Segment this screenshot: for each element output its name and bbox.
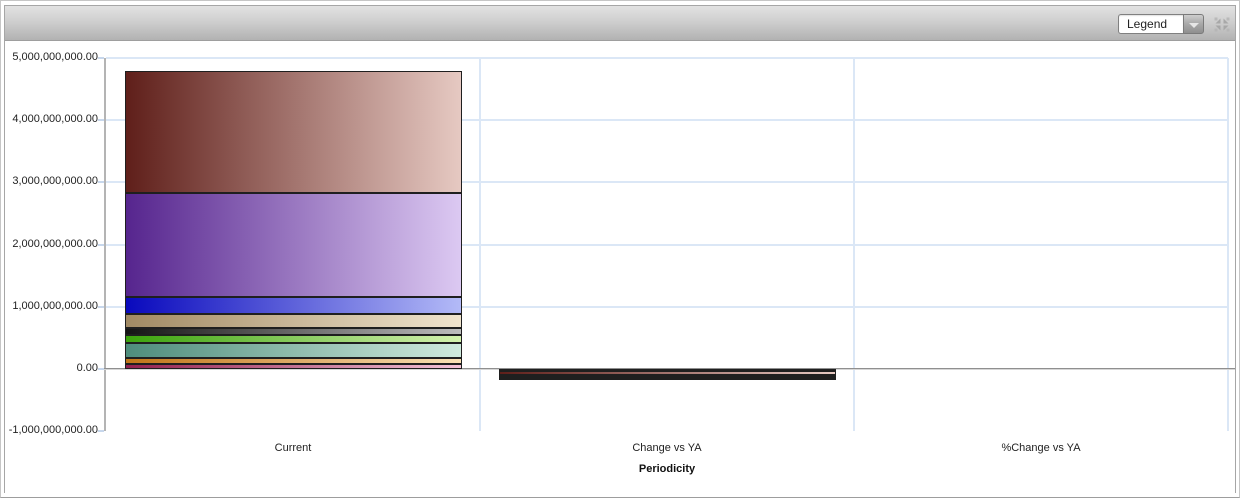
bar-segment-series-tan[interactable] <box>124 313 462 328</box>
y-tick-mark <box>98 181 104 184</box>
bar-segment-series-teal[interactable] <box>124 343 462 358</box>
bar-segment-series-black[interactable] <box>124 327 462 335</box>
legend-dropdown-arrow-button[interactable] <box>1183 14 1204 34</box>
y-tick-mark <box>98 305 104 308</box>
chevron-down-icon <box>1189 23 1199 28</box>
bar-segment-series-maroon[interactable] <box>124 71 462 193</box>
y-tick-mark <box>98 119 104 122</box>
bar-segment-series-orange[interactable] <box>124 357 462 364</box>
h-gridline <box>106 119 1228 122</box>
x-category-label: Change vs YA <box>632 442 702 454</box>
y-tick-label: 4,000,000,000.00 <box>12 113 98 126</box>
bar-segment-series-blue[interactable] <box>124 296 462 314</box>
chart-panel: Legend Periodicity 5,000,000,000.00 4, <box>4 5 1236 493</box>
bar-segment-series-magenta[interactable] <box>498 377 836 380</box>
bar-segment-series-magenta[interactable] <box>124 363 462 369</box>
x-category-label: Current <box>274 442 312 454</box>
y-tick-label: 1,000,000,000.00 <box>12 299 98 312</box>
h-gridline <box>106 243 1228 246</box>
v-gridline <box>479 58 481 431</box>
y-tick-label: -1,000,000,000.00 <box>8 424 98 436</box>
bar-segment-series-green[interactable] <box>124 334 462 344</box>
legend-dropdown[interactable]: Legend <box>1118 14 1204 34</box>
y-tick-mark <box>98 57 104 59</box>
y-tick-label: 3,000,000,000.00 <box>12 175 98 188</box>
v-gridline <box>1227 58 1229 431</box>
x-category-label: %Change vs YA <box>1001 442 1081 454</box>
y-axis-line <box>104 58 106 431</box>
bar-segment-series-maroon[interactable] <box>498 371 836 376</box>
y-tick-label: 2,000,000,000.00 <box>12 237 98 250</box>
y-tick-mark <box>98 430 104 432</box>
v-gridline <box>853 58 855 431</box>
bar-segment-series-purple[interactable] <box>124 192 462 297</box>
x-axis-title: Periodicity <box>638 463 696 475</box>
y-tick-mark <box>98 367 104 370</box>
chart-toolbar: Legend <box>5 6 1235 41</box>
h-gridline <box>106 57 1228 59</box>
chart-area: Periodicity 5,000,000,000.00 4,000,000,00… <box>5 42 1235 493</box>
legend-dropdown-value[interactable]: Legend <box>1118 14 1183 34</box>
h-gridline <box>106 305 1228 308</box>
h-gridline <box>106 181 1228 184</box>
y-tick-label: 5,000,000,000.00 <box>12 51 98 63</box>
y-tick-label: 0.00 <box>76 361 98 374</box>
bar-segment-series-purple[interactable] <box>498 368 836 372</box>
y-tick-mark <box>98 243 104 246</box>
collapse-arrows-icon[interactable] <box>1213 16 1231 33</box>
